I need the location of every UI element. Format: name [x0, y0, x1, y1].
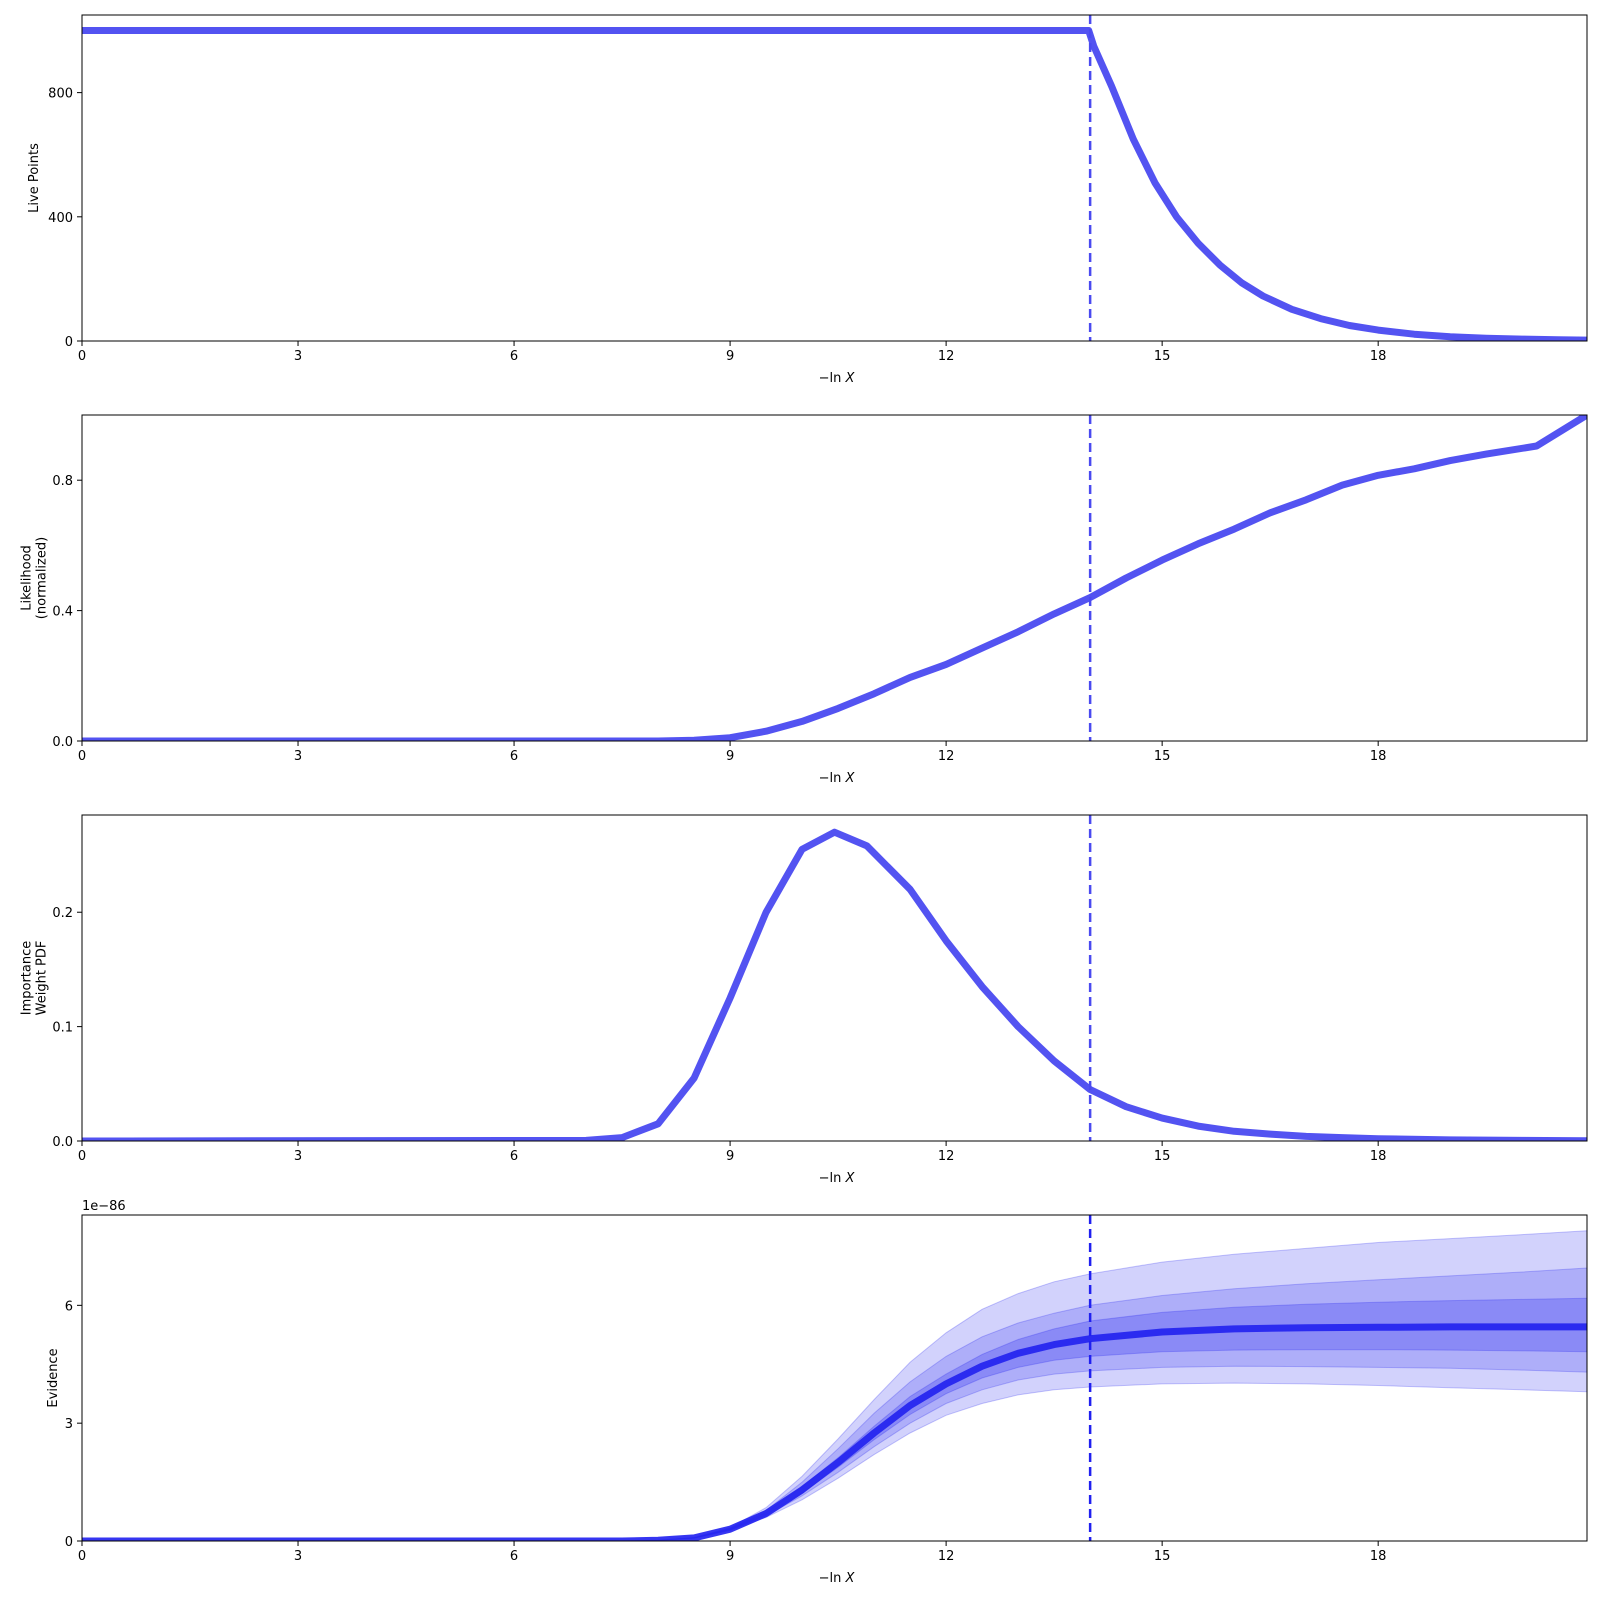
plot-area: [82, 828, 1587, 1141]
x-axis-label-variable: X: [844, 771, 855, 786]
y-tick-label: 0.8: [52, 474, 73, 489]
subplot-1: 0 3 6 9 12 15 18 0 400 800 −ln X Live Points: [27, 14, 1588, 386]
x-tick-label: 3: [294, 349, 302, 364]
x-tick-label: 9: [726, 349, 734, 364]
x-tick-label: 6: [510, 349, 518, 364]
x-tick-label: 15: [1154, 1549, 1171, 1564]
x-tick-label: 9: [726, 749, 734, 764]
x-tick-label: 12: [938, 749, 955, 764]
y-axis-label-line: (normalized): [35, 537, 50, 619]
x-axis-label-prefix: −ln: [819, 371, 846, 386]
x-tick-label: 15: [1154, 749, 1171, 764]
x-tick-label: 0: [78, 749, 86, 764]
y-tick-label: 0.0: [52, 1135, 73, 1150]
y-axis-label: Live Points: [27, 143, 42, 213]
y-tick-label: 0.1: [52, 1021, 73, 1036]
subplot-3: 0 3 6 9 12 15 18 0.0 0.1 0.2 −ln X ImportanceWeight…: [20, 814, 1588, 1186]
x-axis-label-prefix: −ln: [819, 1171, 846, 1186]
y-offset-text: 1e−86: [82, 1199, 126, 1214]
x-tick-label: 18: [1370, 1149, 1387, 1164]
evidence-band-3-sigma: [82, 1230, 1587, 1541]
y-tick-label: 800: [48, 87, 73, 102]
plot-area: [82, 1230, 1587, 1541]
axes-frame: [81, 1214, 1588, 1542]
y-axis-label-line: Weight PDF: [35, 941, 50, 1016]
y-tick-label: 0.0: [52, 735, 73, 750]
y-tick-label: 6: [65, 1299, 73, 1314]
x-tick-label: 9: [726, 1149, 734, 1164]
y-axis-label: ImportanceWeight PDF: [20, 941, 50, 1016]
x-axis-label-variable: X: [844, 371, 855, 386]
x-tick-label: 15: [1154, 1149, 1171, 1164]
evidence-band-1-sigma: [82, 1297, 1587, 1541]
axes-frame: [81, 814, 1588, 1142]
x-tick-label: 15: [1154, 349, 1171, 364]
x-tick-label: 3: [294, 1549, 302, 1564]
y-axis-label: Likelihood(normalized): [20, 537, 50, 619]
y-tick-label: 0.2: [52, 906, 73, 921]
y-axis-label-line: Importance: [20, 941, 35, 1016]
subplot-4: 0 3 6 9 12 15 18 0 3 6 −ln X Evidence 1e−86: [46, 1199, 1588, 1586]
x-axis-label: −ln X: [819, 1571, 856, 1586]
y-axis-label: Evidence: [46, 1348, 61, 1407]
x-axis-label-prefix: −ln: [819, 1571, 846, 1586]
x-tick-label: 12: [938, 1149, 955, 1164]
subplot-2: 0 3 6 9 12 15 18 0.0 0.4 0.8 −ln X Likelihood(norma…: [20, 414, 1588, 786]
plot-area: [82, 415, 1587, 741]
x-tick-label: 18: [1370, 349, 1387, 364]
x-tick-label: 0: [78, 1149, 86, 1164]
axes-frame: [81, 14, 1588, 342]
x-tick-label: 3: [294, 1149, 302, 1164]
x-tick-label: 0: [78, 1549, 86, 1564]
series-line-1: [82, 27, 1587, 341]
plot-area: [82, 27, 1587, 341]
x-tick-label: 6: [510, 1149, 518, 1164]
x-tick-label: 12: [938, 349, 955, 364]
x-axis-label-variable: X: [844, 1171, 855, 1186]
y-tick-label: 3: [65, 1417, 73, 1432]
y-axis-label-line: Live Points: [27, 143, 42, 213]
x-tick-label: 9: [726, 1549, 734, 1564]
y-tick-label: 0: [65, 1535, 73, 1550]
x-axis-label-prefix: −ln: [819, 771, 846, 786]
axes-frame: [81, 414, 1588, 742]
x-axis-label: −ln X: [819, 371, 856, 386]
y-axis-label-line: Evidence: [46, 1348, 61, 1407]
x-tick-label: 0: [78, 349, 86, 364]
x-tick-label: 18: [1370, 1549, 1387, 1564]
x-tick-label: 12: [938, 1549, 955, 1564]
x-axis-label: −ln X: [819, 771, 856, 786]
evidence-median-line: [82, 1323, 1587, 1541]
y-tick-label: 0.4: [52, 605, 73, 620]
x-tick-label: 18: [1370, 749, 1387, 764]
evidence-band-2-sigma: [82, 1267, 1587, 1541]
x-tick-label: 6: [510, 1549, 518, 1564]
x-axis-label: −ln X: [819, 1171, 856, 1186]
series-line-1: [82, 415, 1587, 741]
y-tick-label: 0: [65, 335, 73, 350]
x-axis-label-variable: X: [844, 1571, 855, 1586]
x-tick-label: 6: [510, 749, 518, 764]
x-tick-label: 3: [294, 749, 302, 764]
series-line-1: [82, 828, 1587, 1141]
y-tick-label: 400: [48, 211, 73, 226]
y-axis-label-line: Likelihood: [20, 545, 35, 611]
